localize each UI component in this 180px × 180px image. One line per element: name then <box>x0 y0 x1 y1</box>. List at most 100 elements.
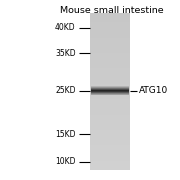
Bar <box>90 14 130 15</box>
Bar <box>90 155 130 156</box>
Bar <box>91 92 129 93</box>
Bar <box>90 32 130 33</box>
Bar <box>90 96 130 97</box>
Bar <box>90 50 130 51</box>
Bar <box>90 76 130 77</box>
Bar <box>90 146 130 147</box>
Bar <box>90 80 130 81</box>
Bar <box>90 27 130 28</box>
Bar <box>90 74 130 75</box>
Bar <box>90 120 130 121</box>
Bar <box>90 121 130 122</box>
Bar <box>90 79 130 80</box>
Bar <box>90 166 130 167</box>
Bar <box>91 94 129 95</box>
Bar <box>90 21 130 22</box>
Bar <box>90 128 130 129</box>
Bar <box>90 86 130 87</box>
Bar <box>90 109 130 110</box>
Bar <box>90 50 130 51</box>
Bar <box>90 115 130 116</box>
Bar <box>90 163 130 164</box>
Bar <box>91 90 129 91</box>
Bar <box>90 61 130 62</box>
Bar <box>90 64 130 65</box>
Bar <box>90 15 130 16</box>
Bar <box>90 140 130 141</box>
Bar <box>90 30 130 31</box>
Bar <box>90 157 130 158</box>
Bar <box>91 93 129 94</box>
Bar <box>90 118 130 119</box>
Bar <box>90 38 130 39</box>
Bar <box>90 148 130 149</box>
Bar <box>90 169 130 170</box>
Bar <box>90 119 130 120</box>
Bar <box>90 42 130 43</box>
Bar <box>90 158 130 159</box>
Bar <box>90 17 130 18</box>
Bar <box>90 41 130 42</box>
Bar <box>90 81 130 82</box>
Bar <box>90 75 130 76</box>
Bar <box>90 85 130 86</box>
Bar <box>90 145 130 146</box>
Bar <box>90 78 130 79</box>
Bar <box>90 86 130 87</box>
Bar <box>90 28 130 29</box>
Bar <box>90 142 130 143</box>
Bar <box>90 47 130 48</box>
Bar <box>90 156 130 157</box>
Text: ATG10: ATG10 <box>139 86 168 95</box>
Bar <box>90 158 130 159</box>
Bar <box>91 92 129 93</box>
Bar <box>91 87 129 88</box>
Bar <box>90 56 130 57</box>
Bar <box>90 159 130 160</box>
Bar <box>90 133 130 134</box>
Bar <box>90 99 130 100</box>
Bar <box>90 123 130 124</box>
Bar <box>90 82 130 83</box>
Bar <box>90 99 130 100</box>
Bar <box>90 139 130 140</box>
Bar <box>90 18 130 19</box>
Bar <box>90 134 130 135</box>
Bar <box>90 68 130 69</box>
Bar <box>90 89 130 90</box>
Bar <box>90 89 130 90</box>
Text: 10KD: 10KD <box>55 158 76 166</box>
Bar <box>90 145 130 146</box>
Bar <box>90 98 130 99</box>
Bar <box>91 89 129 90</box>
Bar <box>90 125 130 126</box>
Bar <box>90 39 130 40</box>
Bar <box>90 75 130 76</box>
Bar <box>90 154 130 155</box>
Bar <box>90 57 130 58</box>
Bar <box>90 54 130 55</box>
Bar <box>90 137 130 138</box>
Bar <box>91 86 129 87</box>
Bar <box>90 49 130 50</box>
Bar <box>90 94 130 95</box>
Bar <box>90 108 130 109</box>
Bar <box>90 155 130 156</box>
Bar <box>90 136 130 137</box>
Bar <box>90 168 130 169</box>
Bar <box>90 104 130 105</box>
Bar <box>90 143 130 144</box>
Bar <box>90 144 130 145</box>
Bar <box>90 113 130 114</box>
Bar <box>90 101 130 102</box>
Bar <box>90 162 130 163</box>
Bar <box>90 52 130 53</box>
Bar <box>90 110 130 111</box>
Bar <box>90 93 130 94</box>
Bar <box>90 138 130 139</box>
Bar <box>90 40 130 41</box>
Bar <box>90 33 130 34</box>
Text: 25KD: 25KD <box>55 86 76 95</box>
Bar <box>90 23 130 24</box>
Bar <box>90 51 130 52</box>
